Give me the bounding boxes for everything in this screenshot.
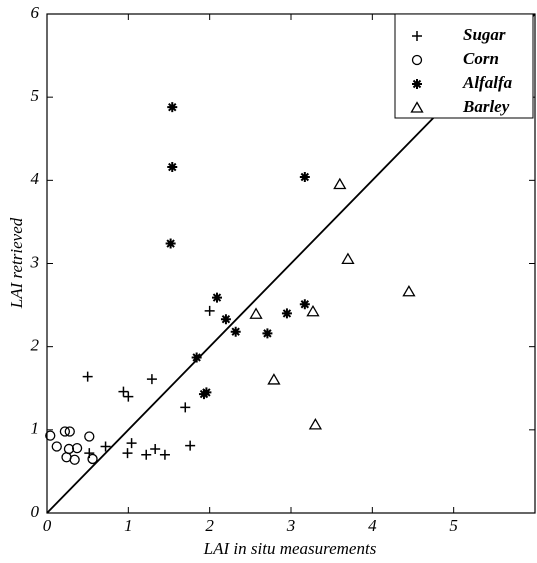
- legend-box: [394, 13, 534, 119]
- y-tick-label: 0: [31, 502, 40, 521]
- x-tick-label: 3: [286, 516, 296, 535]
- legend-label: Corn: [463, 49, 499, 68]
- point: [71, 442, 83, 454]
- point: [402, 284, 416, 297]
- point: [150, 443, 161, 454]
- point: [122, 448, 133, 459]
- point: [87, 453, 98, 465]
- point: [63, 443, 75, 455]
- point: [299, 172, 310, 183]
- point: [84, 431, 95, 442]
- point: [262, 328, 273, 339]
- point: [341, 252, 355, 264]
- x-tick-label: 0: [43, 516, 52, 535]
- x-tick-label: 1: [124, 516, 133, 535]
- y-tick-label: 1: [31, 419, 40, 438]
- x-tick-label: 4: [368, 516, 377, 535]
- point: [220, 314, 231, 325]
- legend-label: Alfalfa: [462, 73, 513, 92]
- point: [51, 441, 62, 452]
- y-tick-label: 4: [31, 169, 40, 188]
- point: [141, 449, 152, 460]
- x-axis-label: LAI in situ measurements: [203, 539, 377, 558]
- point: [167, 102, 178, 113]
- point: [64, 426, 75, 437]
- y-axis-label: LAI retrieved: [7, 217, 26, 309]
- legend-label: Barley: [462, 97, 510, 116]
- point: [123, 391, 134, 402]
- y-tick-label: 2: [31, 336, 40, 355]
- point: [191, 352, 202, 363]
- point: [82, 371, 93, 382]
- y-tick-label: 6: [31, 3, 40, 22]
- legend-marker: [412, 79, 422, 89]
- point: [204, 305, 215, 316]
- x-tick-label: 2: [205, 516, 214, 535]
- point: [167, 162, 178, 173]
- point: [126, 438, 137, 449]
- point: [159, 449, 170, 460]
- point: [299, 299, 310, 310]
- point: [165, 238, 176, 249]
- point: [45, 430, 56, 441]
- y-tick-label: 3: [30, 252, 40, 271]
- point: [306, 304, 320, 317]
- point: [211, 292, 222, 303]
- legend-marker: [411, 54, 423, 66]
- point: [146, 374, 157, 385]
- legend-marker: [412, 31, 422, 41]
- point: [185, 440, 196, 451]
- point: [180, 402, 191, 413]
- x-tick-label: 5: [449, 516, 458, 535]
- point: [281, 308, 292, 319]
- legend-marker: [410, 101, 424, 113]
- point: [249, 307, 263, 319]
- point: [230, 326, 241, 337]
- point: [267, 373, 281, 385]
- point: [118, 386, 129, 397]
- y-tick-label: 5: [31, 86, 40, 105]
- point: [100, 441, 111, 452]
- legend-label: Sugar: [463, 25, 506, 44]
- point: [308, 418, 323, 430]
- point: [333, 177, 347, 190]
- point: [69, 454, 80, 465]
- point: [59, 426, 71, 437]
- point: [201, 387, 212, 398]
